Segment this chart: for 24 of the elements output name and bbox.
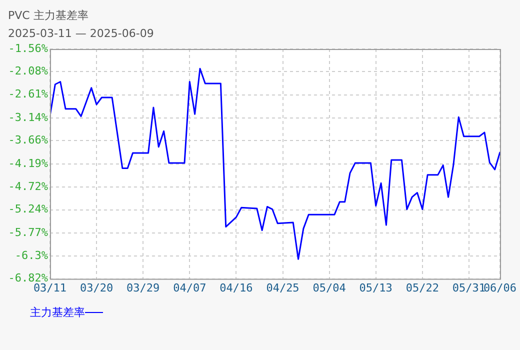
x-tick-label: 04/16 — [220, 281, 253, 294]
y-tick-label: -1.56% — [8, 42, 48, 55]
y-tick-label: -3.14% — [8, 110, 48, 124]
y-tick-label: -4.72% — [8, 180, 48, 193]
chart-subtitle: 2025-03-11 — 2025-06-09 — [8, 27, 154, 40]
x-tick-label: 03/11 — [33, 281, 67, 294]
x-tick-label: 03/29 — [126, 281, 160, 294]
x-tick-label: 05/04 — [312, 281, 346, 294]
x-tick-label: 04/25 — [266, 281, 300, 294]
legend-label: 主力基差率 — [30, 305, 85, 320]
x-tick-label: 05/22 — [406, 281, 439, 294]
y-tick-label: -3.66% — [8, 134, 48, 147]
chart-title: PVC 主力基差率 — [8, 8, 88, 23]
x-tick-label: 05/31 — [452, 281, 486, 294]
x-tick-label: 06/06 — [483, 281, 517, 294]
x-tick-label: 05/13 — [359, 281, 392, 294]
y-tick-label: -5.77% — [8, 226, 48, 239]
y-tick-label: -4.19% — [8, 156, 48, 170]
y-tick-label: -6.3% — [14, 248, 48, 262]
x-tick-label: 03/20 — [80, 281, 114, 294]
y-tick-label: -5.24% — [8, 202, 48, 216]
x-tick-label: 04/07 — [173, 281, 206, 294]
y-tick-label: -2.08% — [8, 64, 48, 78]
y-tick-label: -2.61% — [8, 88, 48, 101]
